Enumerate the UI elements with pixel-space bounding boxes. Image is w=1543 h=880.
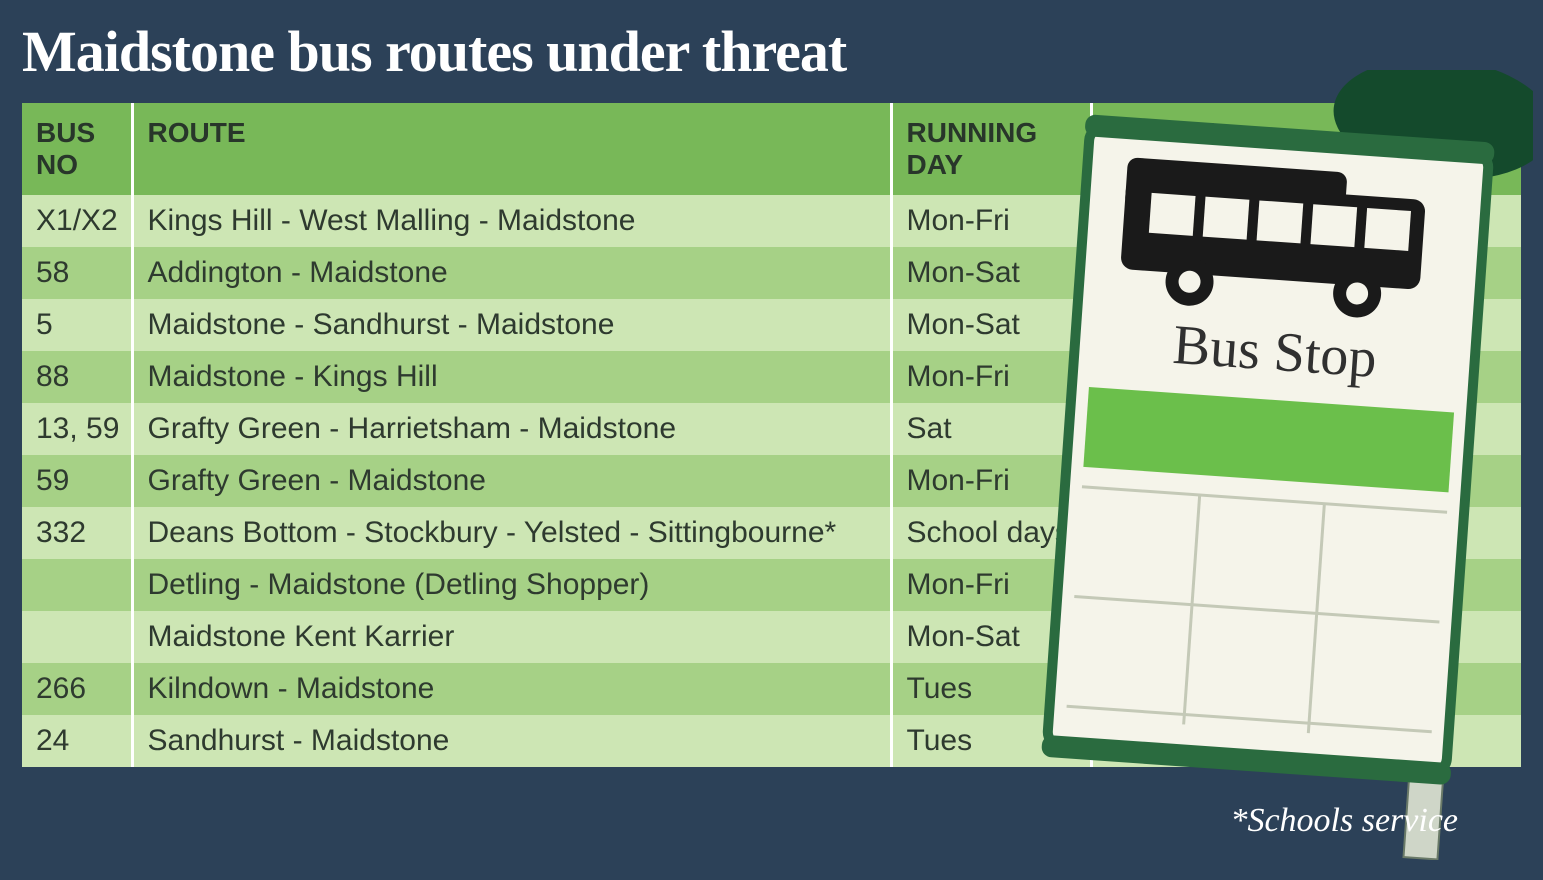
- cell: School days: [891, 507, 1091, 559]
- cell: 24: [22, 715, 132, 767]
- cell: Mon-Fri: [891, 559, 1091, 611]
- cell: Mon-Fri: [891, 351, 1091, 403]
- cell: 64,148: [1091, 195, 1521, 247]
- cell: Mon-Sat: [891, 247, 1091, 299]
- table-wrap: BUSNOROUTERUNNINGDAYANNUALJOURNEYS X1/X2…: [22, 103, 1521, 767]
- cell: Grafty Green - Harrietsham - Maidstone: [132, 403, 891, 455]
- column-header: RUNNINGDAY: [891, 103, 1091, 195]
- cell: 58: [22, 247, 132, 299]
- table-header-row: BUSNOROUTERUNNINGDAYANNUALJOURNEYS: [22, 103, 1521, 195]
- cell: Addington - Maidstone: [132, 247, 891, 299]
- column-header: ROUTE: [132, 103, 891, 195]
- infographic-container: Maidstone bus routes under threat BUSNOR…: [0, 0, 1543, 880]
- table-row: Detling - Maidstone (Detling Shopper)Mon…: [22, 559, 1521, 611]
- table-row: 88Maidstone - Kings HillMon-Fri8,505: [22, 351, 1521, 403]
- cell: Maidstone - Sandhurst - Maidstone: [132, 299, 891, 351]
- cell: Sat: [891, 403, 1091, 455]
- cell: 5: [22, 299, 132, 351]
- table-row: 24Sandhurst - MaidstoneTues790: [22, 715, 1521, 767]
- cell: 5,195: [1091, 403, 1521, 455]
- cell: 88: [22, 351, 132, 403]
- cell: Mon-Fri: [891, 455, 1091, 507]
- cell: 4,182: [1091, 507, 1521, 559]
- cell: 790: [1091, 715, 1521, 767]
- cell: Detling - Maidstone (Detling Shopper): [132, 559, 891, 611]
- column-header: BUSNO: [22, 103, 132, 195]
- cell: Mon-Sat: [891, 611, 1091, 663]
- table-row: 266Kilndown - MaidstoneTues846: [22, 663, 1521, 715]
- table-row: 13, 59Grafty Green - Harrietsham - Maids…: [22, 403, 1521, 455]
- cell: 3,572: [1091, 559, 1521, 611]
- cell: Grafty Green - Maidstone: [132, 455, 891, 507]
- footnote: *Schools service: [1230, 802, 1458, 840]
- cell: 59: [22, 455, 132, 507]
- cell: 4,291: [1091, 455, 1521, 507]
- cell: 21,782: [1091, 247, 1521, 299]
- cell: Tues: [891, 663, 1091, 715]
- page-title: Maidstone bus routes under threat: [22, 18, 1521, 85]
- table-row: 5Maidstone - Sandhurst - MaidstoneMon-Sa…: [22, 299, 1521, 351]
- cell: 13, 59: [22, 403, 132, 455]
- cell: X1/X2: [22, 195, 132, 247]
- cell: 8,505: [1091, 351, 1521, 403]
- table-row: X1/X2Kings Hill - West Malling - Maidsto…: [22, 195, 1521, 247]
- table-row: 59Grafty Green - MaidstoneMon-Fri4,291: [22, 455, 1521, 507]
- cell: Sandhurst - Maidstone: [132, 715, 891, 767]
- column-header: ANNUALJOURNEYS: [1091, 103, 1521, 195]
- cell: Kings Hill - West Malling - Maidstone: [132, 195, 891, 247]
- cell: Maidstone - Kings Hill: [132, 351, 891, 403]
- table-row: 332Deans Bottom - Stockbury - Yelsted - …: [22, 507, 1521, 559]
- cell: 266: [22, 663, 132, 715]
- cell: Mon-Fri: [891, 195, 1091, 247]
- cell: Deans Bottom - Stockbury - Yelsted - Sit…: [132, 507, 891, 559]
- routes-table: BUSNOROUTERUNNINGDAYANNUALJOURNEYS X1/X2…: [22, 103, 1521, 767]
- cell: Mon-Sat: [891, 299, 1091, 351]
- cell: 2,804: [1091, 611, 1521, 663]
- table-row: 58Addington - MaidstoneMon-Sat21,782: [22, 247, 1521, 299]
- cell: Maidstone Kent Karrier: [132, 611, 891, 663]
- table-body: X1/X2Kings Hill - West Malling - Maidsto…: [22, 195, 1521, 767]
- cell: [22, 611, 132, 663]
- table-head: BUSNOROUTERUNNINGDAYANNUALJOURNEYS: [22, 103, 1521, 195]
- table-row: Maidstone Kent KarrierMon-Sat2,804: [22, 611, 1521, 663]
- cell: Kilndown - Maidstone: [132, 663, 891, 715]
- cell: 332: [22, 507, 132, 559]
- cell: 846: [1091, 663, 1521, 715]
- cell: 11,525: [1091, 299, 1521, 351]
- cell: [22, 559, 132, 611]
- cell: Tues: [891, 715, 1091, 767]
